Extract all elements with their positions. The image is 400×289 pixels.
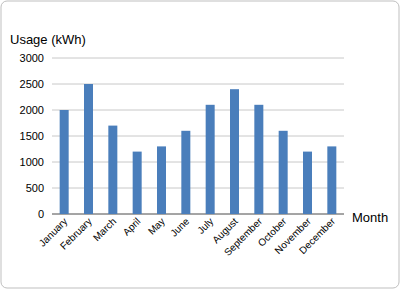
grid-line [52, 84, 344, 85]
grid-line [52, 136, 344, 137]
y-tick-label: 500 [26, 182, 44, 194]
x-tick-label: February [58, 216, 94, 252]
y-tick-label: 1000 [20, 156, 44, 168]
chart-frame [1, 1, 399, 288]
bar [303, 152, 312, 214]
bar [108, 126, 117, 214]
bar [206, 105, 215, 214]
grid-line [52, 188, 344, 189]
bar [60, 110, 69, 214]
chart-container: 050010001500200025003000JanuaryFebruaryM… [0, 0, 400, 289]
grid-line [52, 58, 344, 59]
bar [254, 105, 263, 214]
x-tick-label: July [195, 216, 215, 236]
x-axis-line [52, 214, 344, 215]
bar [327, 146, 336, 214]
bar [279, 131, 288, 214]
x-tick-label: September [222, 215, 265, 258]
bar [133, 152, 142, 214]
bar [230, 89, 239, 214]
bar [84, 84, 93, 214]
bars [60, 84, 337, 214]
x-axis-label: Month [352, 210, 388, 225]
x-tick-label: December [297, 215, 338, 256]
y-tick-label: 0 [38, 208, 44, 220]
x-tick-label: March [91, 216, 118, 243]
grid-line [52, 162, 344, 163]
x-tick-label: June [168, 215, 191, 238]
y-tick-label: 2500 [20, 78, 44, 90]
y-tick-label: 2000 [20, 104, 44, 116]
chart-svg: 050010001500200025003000JanuaryFebruaryM… [0, 0, 400, 289]
y-tick-label: 1500 [20, 130, 44, 142]
bar [157, 146, 166, 214]
y-tick-label: 3000 [20, 52, 44, 64]
grid-line [52, 110, 344, 111]
bar [181, 131, 190, 214]
grid-line [52, 214, 344, 215]
x-tick-label: May [146, 216, 167, 237]
y-axis-label: Usage (kWh) [10, 32, 86, 47]
x-tick-label: April [121, 216, 143, 238]
